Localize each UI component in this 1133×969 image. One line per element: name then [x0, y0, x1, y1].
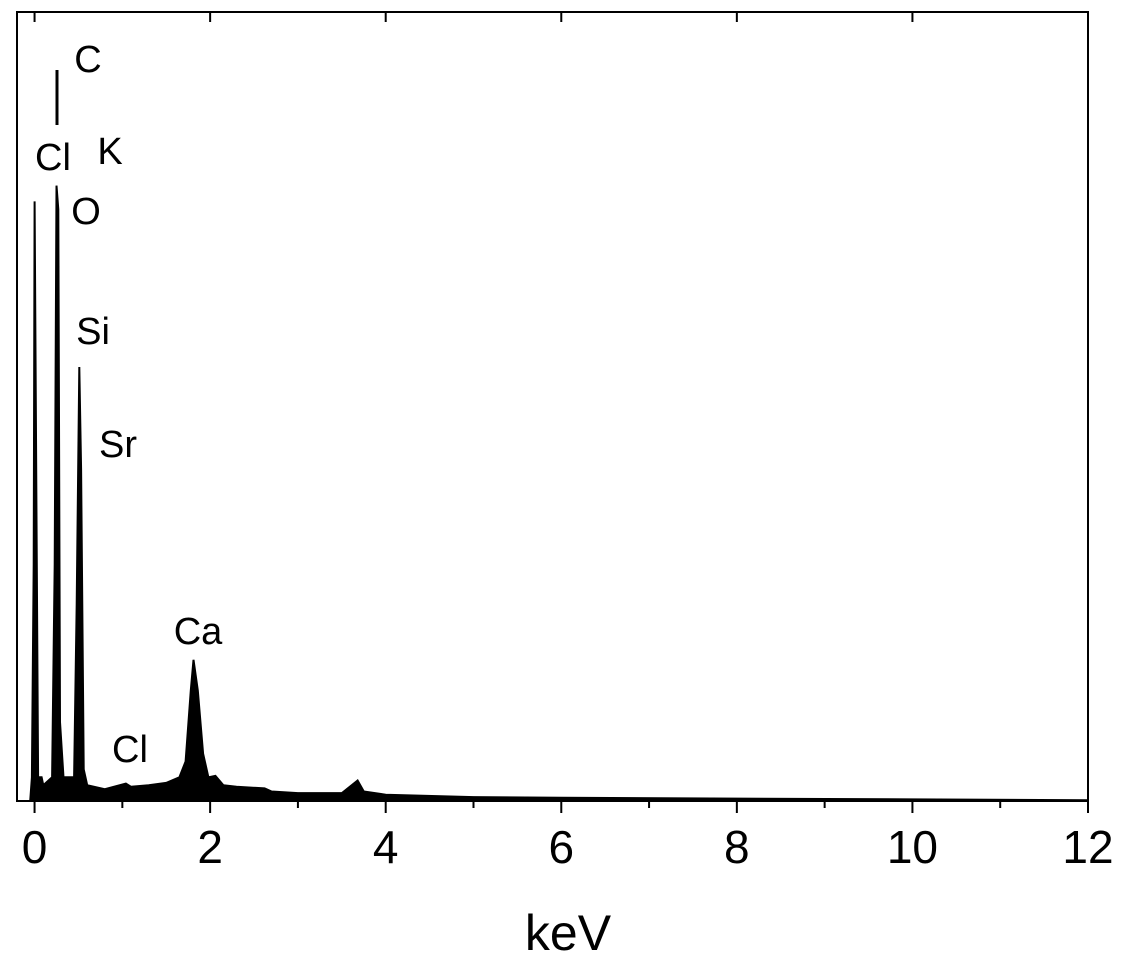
peak-label: K [97, 131, 122, 173]
peak-label: Cl [35, 137, 71, 179]
x-tick-label: 10 [887, 821, 938, 873]
spectrum [29, 185, 1089, 802]
plot-frame [16, 11, 1089, 802]
x-tick-label: 8 [724, 821, 750, 873]
x-tick-label: 2 [197, 821, 223, 873]
x-axis-label: keV [525, 905, 612, 961]
x-tick-label: 12 [1062, 821, 1113, 873]
x-tick-label: 4 [373, 821, 399, 873]
peak-label: O [71, 191, 101, 233]
peak-label: Sr [99, 424, 137, 466]
x-tick-label: 6 [548, 821, 574, 873]
peak-label: C [74, 39, 101, 81]
peak-label: Ca [174, 611, 223, 653]
peak-label: Cl [112, 729, 148, 771]
x-tick-label: 0 [22, 821, 48, 873]
peak-label: Si [76, 311, 110, 353]
